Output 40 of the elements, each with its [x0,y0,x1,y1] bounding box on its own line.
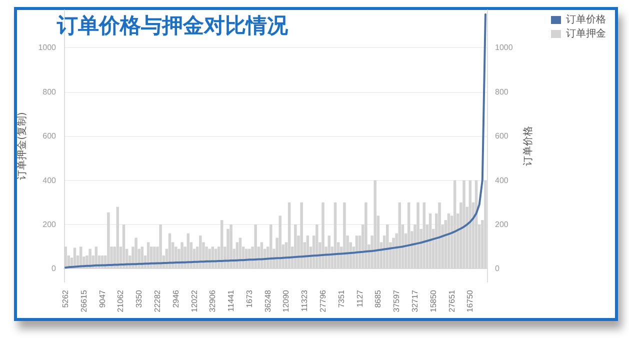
y2-tick-label: 1000 [495,43,514,52]
x-tick-label: 12022 [190,289,199,312]
x-tick-label: 11323 [300,289,310,312]
x-tick-label: 27651 [447,289,456,312]
x-tick-label: 2946 [171,289,180,308]
legend-label: 订单押金 [566,28,606,40]
x-tick-label: 32717 [410,289,420,312]
x-tick-label: 26615 [79,289,88,312]
y-tick-label: 400 [42,176,57,185]
y2-tick-label: 600 [495,132,509,141]
y-tick-label: 800 [42,87,57,96]
y2-tick-label: 200 [495,220,509,230]
x-tick-label: 1673 [244,289,254,308]
x-tick-label: 32906 [208,289,218,312]
y2-axis-title: 订单价格 [522,126,534,166]
x-tick-label: 36248 [263,289,272,312]
y-tick-label: 0 [52,264,57,274]
chart-title: 订单价格与押金对比情况 [56,14,289,38]
y-tick-label: 600 [42,132,57,141]
legend-label: 订单价格 [566,14,606,26]
x-tick-label: 5262 [61,289,70,308]
y2-tick-label: 400 [495,176,509,185]
x-tick-label: 15850 [428,289,438,312]
x-tick-label: 27796 [318,289,328,312]
x-tick-label: 22282 [152,289,162,312]
y-tick-label: 1000 [38,43,57,52]
y-axis-title: 订单押金(复制) [16,112,28,180]
x-tick-label: 3350 [134,289,144,308]
x-tick-label: 1127 [355,289,364,308]
x-tick-label: 9047 [98,289,107,308]
x-tick-label: 11441 [226,289,236,312]
x-tick-label: 7351 [336,289,346,308]
y-tick-label: 200 [42,220,57,230]
y2-tick-label: 0 [495,264,500,274]
x-tick-label: 12090 [282,289,291,312]
y2-tick-label: 800 [495,87,509,96]
x-tick-label: 8685 [374,289,383,308]
x-tick-label: 37597 [392,289,402,312]
x-tick-label: 21062 [116,289,126,312]
x-tick-label: 16750 [466,289,475,312]
